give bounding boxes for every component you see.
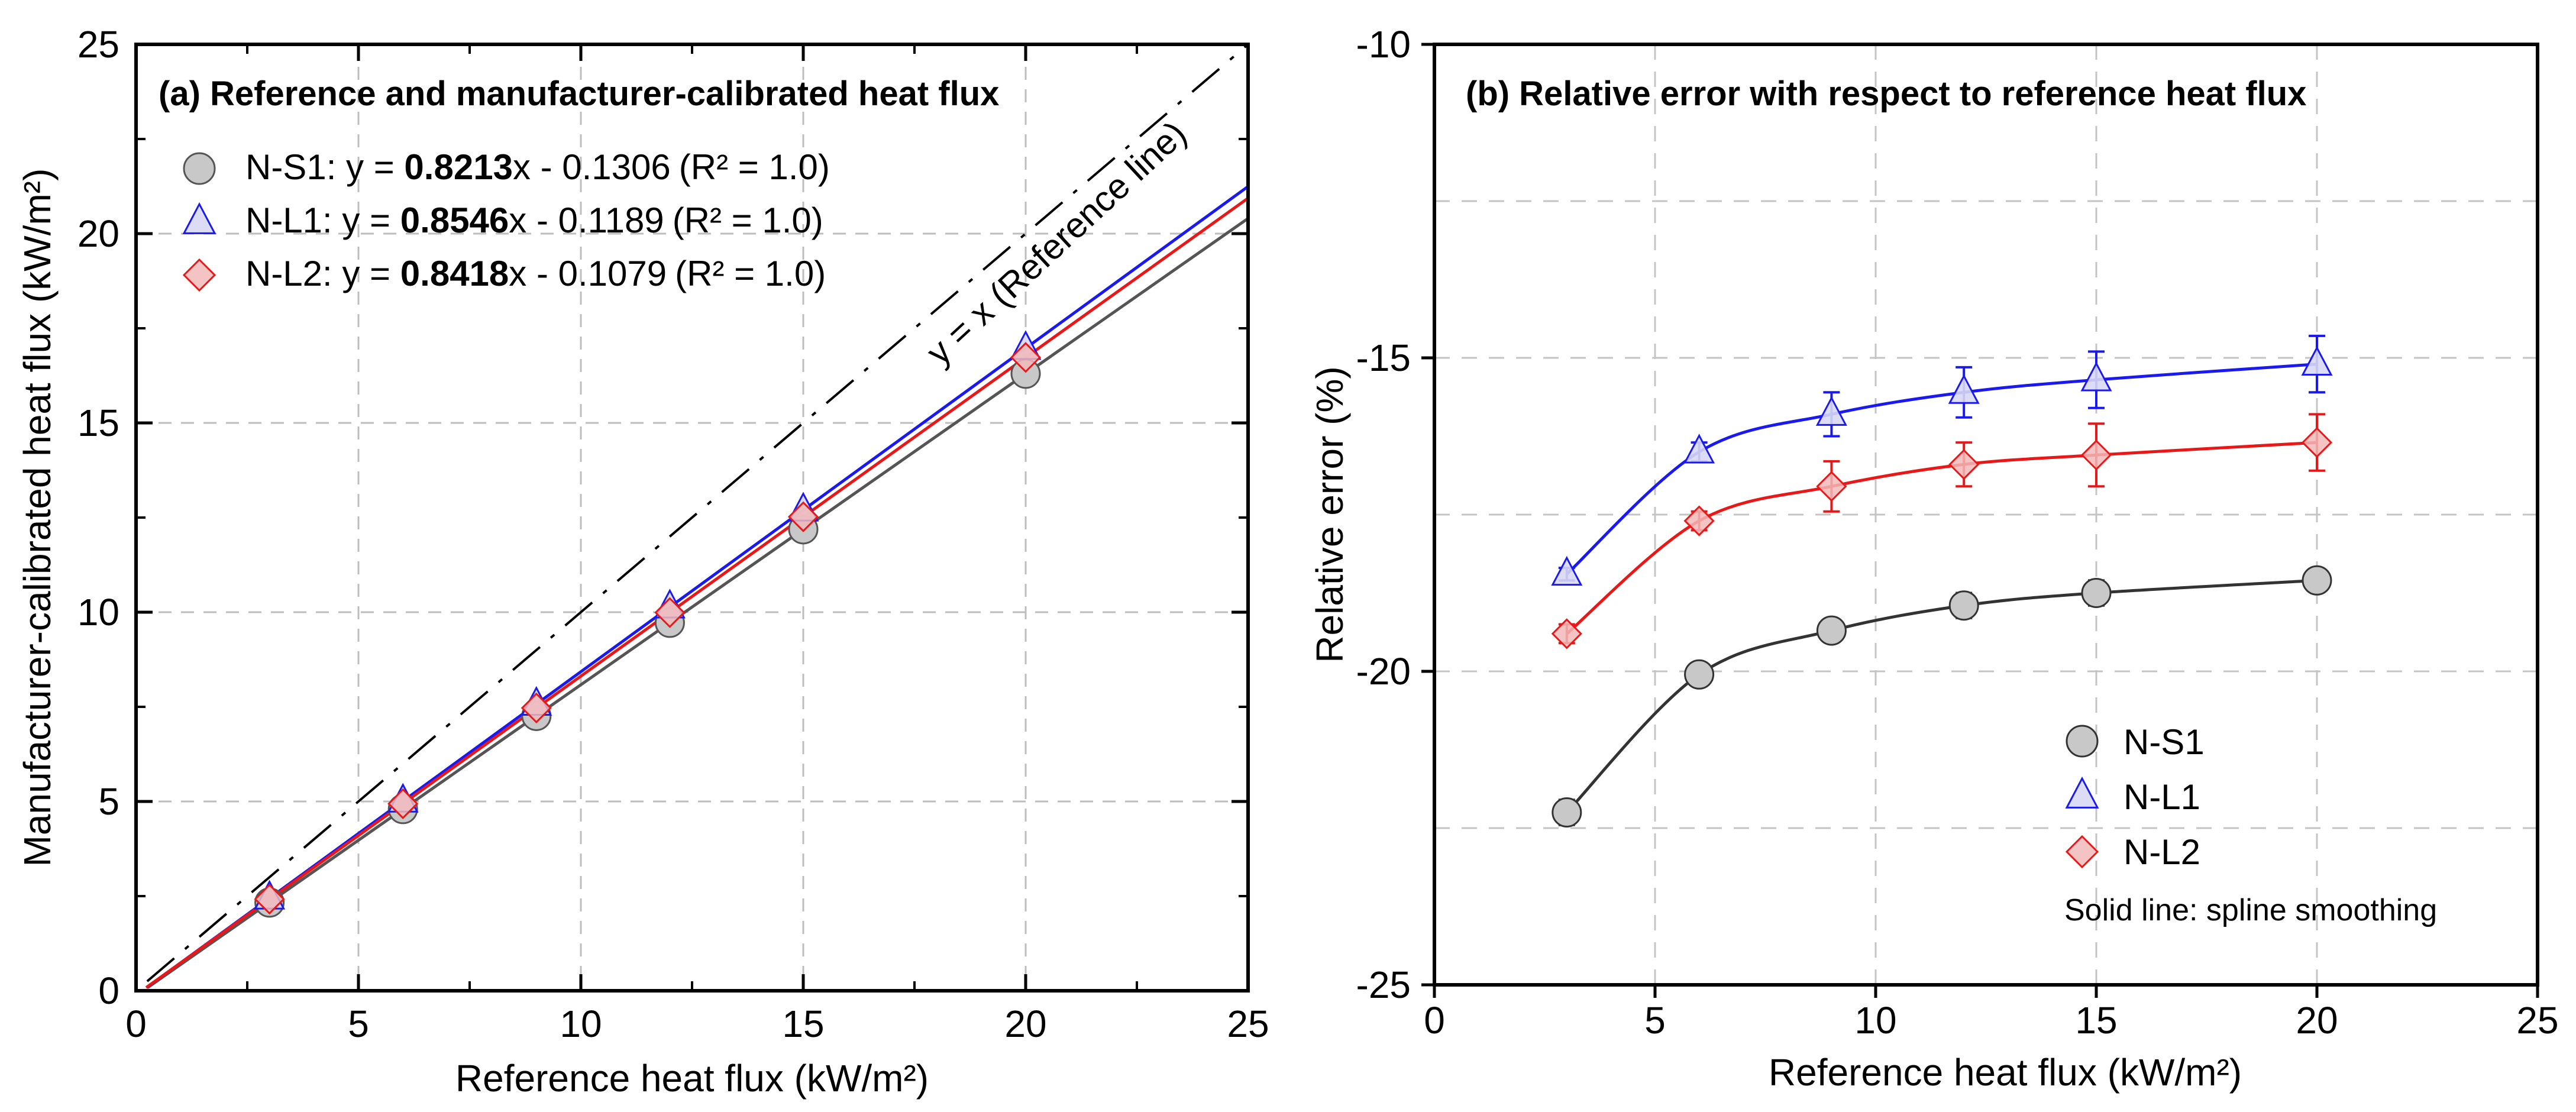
x-tick-label: 20 [1004, 1003, 1046, 1045]
fit-line-n-l2 [145, 196, 1249, 989]
panel-a-grid [136, 44, 1248, 991]
point-n-l1 [1551, 555, 1583, 586]
panel-b-spline-lines [1565, 363, 2318, 814]
point-n-s1 [2302, 565, 2332, 596]
legend-entry-n-l2: N-L2: y = 0.8418x - 0.1079 (R² = 1.0) [245, 254, 826, 293]
panel-a: 0 5 10 15 20 25 0 5 10 15 20 25 (a) Reference and … [16, 23, 1269, 1100]
point-n-l1 [1948, 374, 1980, 404]
panel-a-fit-lines [145, 43, 1249, 989]
point-n-l2 [2301, 426, 2333, 458]
point-n-l1 [1683, 434, 1715, 464]
panel-b-x-tick-labels: 0 5 10 15 20 25 [1424, 999, 2558, 1042]
x-tick-label: 10 [1854, 999, 1896, 1042]
spline-n-l2 [1566, 441, 2318, 635]
y-tick-label: 10 [77, 591, 119, 633]
point-n-s1 [2081, 578, 2112, 608]
legend-entry-n-s1: N-S1: y = 0.8213x - 0.1306 (R² = 1.0) [245, 147, 830, 187]
panel-a-markers [254, 330, 1042, 918]
panel-a-title: (a) Reference and manufacturer-calibrate… [159, 75, 999, 113]
reference-line [146, 43, 1249, 982]
legend-marker-n-l1 [182, 202, 216, 234]
x-tick-label: 20 [2296, 999, 2338, 1042]
point-n-l2 [387, 788, 419, 819]
panel-b-x-axis-label: Reference heat flux (kW/m²) [1769, 1051, 2242, 1094]
legend-symbol-n-l2 [2065, 835, 2099, 869]
panel-b-legend: N-S1 N-L1 N-L2 Solid line: spline smooth… [2064, 722, 2437, 927]
legend-marker-n-s1 [2066, 725, 2099, 758]
y-tick-label: 20 [77, 212, 119, 255]
panel-b: 0 5 10 15 20 25 -25 -20 -15 -10 (b) Relative err… [1308, 23, 2559, 1094]
y-tick-label: 15 [77, 402, 119, 444]
x-tick-label: 15 [2075, 999, 2117, 1042]
legend-symbol-n-s1 [2066, 725, 2099, 758]
panel-a-x-axis-label: Reference heat flux (kW/m²) [455, 1057, 929, 1100]
point-n-l2 [2080, 439, 2112, 471]
panel-b-y-tick-labels: -25 -20 -15 -10 [1356, 23, 1411, 1006]
y-tick-label: -15 [1356, 337, 1411, 379]
x-tick-label: 25 [2516, 999, 2558, 1042]
legend-entry-n-l1: N-L1: y = 0.8546x - 0.1189 (R² = 1.0) [245, 201, 823, 240]
point-n-s1 [1684, 659, 1715, 690]
panel-b-title: (b) Relative error with respect to refer… [1466, 75, 2306, 113]
legend-symbol-n-l2 [182, 258, 216, 292]
x-tick-label: 25 [1227, 1003, 1269, 1045]
point-n-l2 [1816, 471, 1847, 502]
y-tick-label: 0 [98, 969, 119, 1012]
y-tick-label: -25 [1356, 964, 1411, 1006]
panel-a-x-tick-labels: 0 5 10 15 20 25 [125, 1003, 1269, 1045]
reference-line-label: y = x (Reference line) [919, 114, 1194, 373]
y-tick-label: 5 [98, 780, 119, 823]
panel-b-y-axis-label: Relative error (%) [1308, 366, 1351, 662]
point-n-s1 [1948, 590, 1979, 621]
point-n-l1 [2301, 345, 2333, 376]
y-tick-label: 25 [77, 23, 119, 66]
y-tick-label: -10 [1356, 23, 1411, 66]
x-tick-label: 0 [1424, 999, 1445, 1042]
x-tick-label: 5 [348, 1003, 369, 1045]
panel-a-y-axis-label: Manufacturer-calibrated heat flux (kW/m²… [16, 169, 59, 867]
legend-label-n-l1: N-L1 [2123, 777, 2200, 817]
legend-marker-n-l2 [182, 258, 216, 292]
legend-label-n-l2: N-L2 [2123, 832, 2200, 872]
panel-a-tick-marks [134, 43, 1250, 993]
point-n-l2 [654, 597, 686, 628]
point-n-l1 [2080, 361, 2112, 392]
x-tick-label: 10 [560, 1003, 602, 1045]
legend-symbol-n-l1 [2065, 776, 2099, 809]
legend-label-n-s1: N-S1 [2123, 722, 2205, 762]
panel-b-grid [1434, 44, 2538, 985]
point-n-l2 [1010, 342, 1042, 373]
point-n-l2 [521, 692, 552, 724]
panel-b-frame [1433, 43, 2539, 987]
x-tick-label: 5 [1644, 999, 1666, 1042]
legend-symbol-n-s1 [183, 152, 216, 185]
spline-n-s1 [1565, 578, 2318, 814]
legend-symbol-n-l1 [182, 202, 216, 234]
spline-n-l1 [1566, 363, 2318, 576]
panel-a-y-tick-labels: 0 5 10 15 20 25 [77, 23, 119, 1012]
spline-note: Solid line: spline smoothing [2064, 893, 2437, 927]
point-n-s1 [1816, 615, 1847, 646]
point-n-l2 [787, 501, 819, 532]
point-n-l2 [254, 883, 285, 915]
point-n-l2 [1948, 449, 1980, 480]
panel-b-error-bars [1558, 334, 2325, 826]
panel-a-legend: N-S1: y = 0.8213x - 0.1306 (R² = 1.0) N-L… [182, 147, 830, 293]
legend-marker-n-s1 [183, 152, 216, 185]
point-n-l1 [1815, 396, 1847, 426]
panel-b-markers [1551, 345, 2333, 827]
legend-marker-n-l2 [2065, 835, 2099, 869]
x-tick-label: 15 [782, 1003, 824, 1045]
y-tick-label: -20 [1356, 650, 1411, 693]
x-tick-label: 0 [125, 1003, 147, 1045]
fit-line-n-s1 [147, 217, 1249, 989]
point-n-l2 [1683, 505, 1715, 536]
panel-b-tick-marks [1421, 43, 2539, 998]
point-n-s1 [1552, 797, 1582, 827]
legend-marker-n-l1 [2065, 776, 2099, 809]
point-n-l2 [1551, 618, 1582, 649]
